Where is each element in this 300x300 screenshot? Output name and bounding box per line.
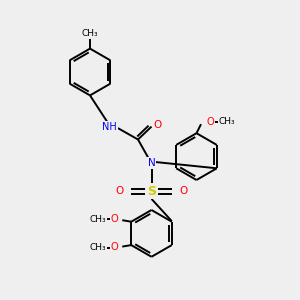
Text: O: O (153, 120, 162, 130)
Text: O: O (206, 117, 214, 127)
Text: CH₃: CH₃ (89, 243, 106, 252)
Text: O: O (179, 186, 187, 197)
Text: O: O (111, 242, 118, 253)
Text: O: O (116, 186, 124, 197)
Text: N: N (148, 158, 155, 168)
Text: CH₃: CH₃ (82, 28, 98, 38)
Text: NH: NH (102, 122, 117, 132)
Text: CH₃: CH₃ (218, 117, 235, 126)
Text: S: S (147, 185, 156, 198)
Text: O: O (111, 214, 118, 224)
Text: CH₃: CH₃ (89, 215, 106, 224)
